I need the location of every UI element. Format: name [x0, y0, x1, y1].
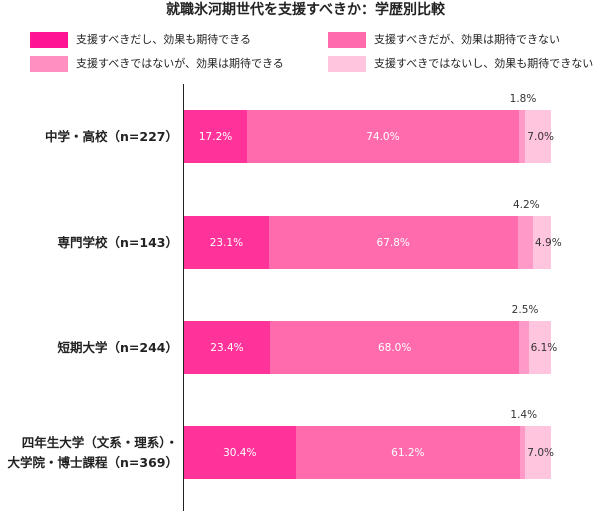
bar-segment: [295, 426, 521, 479]
chart-title: 就職氷河期世代を支援すべきか：学歴別比較: [165, 2, 446, 18]
bar-segment: [184, 321, 270, 374]
category-label: 四年生大学（文系・理系）・: [21, 434, 178, 450]
data-label: 61.2%: [391, 446, 425, 459]
data-label: 4.9%: [535, 236, 562, 249]
legend-label: 支援すべきではないが、効果は期待できる: [76, 57, 284, 70]
data-label: 4.2%: [512, 199, 540, 211]
legend-item: 支援すべきだが、効果は期待できない: [328, 32, 560, 48]
data-label: 23.1%: [209, 236, 244, 249]
bar-segment: [247, 110, 519, 163]
data-label: 67.8%: [376, 236, 410, 249]
bar-segment: [269, 321, 520, 374]
bar-segment: [268, 216, 518, 269]
bar-segment: [184, 110, 248, 163]
data-label: 23.4%: [210, 341, 244, 354]
bar-segment: [533, 216, 551, 269]
bar-segment: [184, 426, 296, 479]
bar-segment: [517, 216, 533, 269]
bar-segment: [525, 110, 551, 163]
legend-item: 支援すべきではないが、効果は期待できる: [30, 56, 284, 72]
data-label: 7.0%: [527, 130, 554, 143]
category-label: 中学・高校（n=227）: [45, 128, 178, 144]
legend-swatch: [30, 56, 68, 72]
category-label: 大学院・博士課程（n=369）: [7, 454, 178, 470]
legend-label: 支援すべきだが、効果は期待できない: [374, 33, 561, 46]
bar-segment: [518, 110, 526, 163]
bar-segment: [520, 426, 526, 479]
legend-swatch: [328, 56, 366, 72]
legend-item: 支援すべきだし、効果も期待できる: [30, 32, 251, 48]
data-label: 6.1%: [530, 341, 558, 354]
data-label: 1.8%: [509, 93, 537, 105]
data-label: 1.4%: [510, 409, 538, 421]
legend-label: 支援すべきだし、効果も期待できる: [76, 33, 252, 46]
legend-swatch: [328, 32, 366, 48]
category-axis-line: [183, 84, 184, 511]
bar-segment: [519, 321, 529, 374]
data-label: 2.5%: [511, 304, 539, 316]
legend-swatch: [30, 32, 68, 48]
data-label: 30.4%: [223, 446, 257, 459]
data-label: 74.0%: [366, 130, 400, 143]
category-label: 専門学校（n=143）: [57, 234, 178, 250]
data-label: 17.2%: [198, 130, 233, 143]
bar-segment: [525, 426, 551, 479]
bar-segment: [184, 216, 269, 269]
legend-label: 支援すべきではないし、効果も期待できない: [374, 57, 594, 70]
bar-segment: [528, 321, 551, 374]
data-label: 68.0%: [377, 341, 412, 354]
data-label: 7.0%: [527, 446, 554, 459]
legend-item: 支援すべきではないし、効果も期待できない: [328, 56, 593, 72]
category-label: 短期大学（n=244）: [57, 339, 178, 355]
